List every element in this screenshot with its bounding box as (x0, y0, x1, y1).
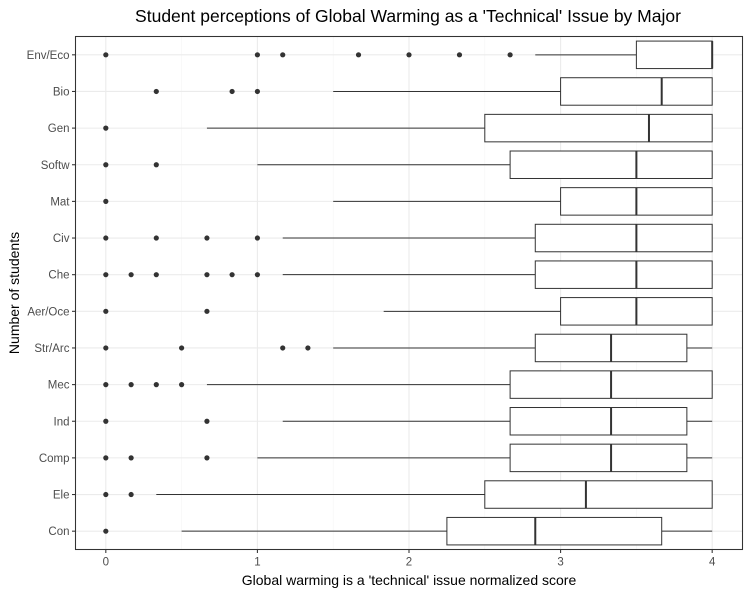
y-tick-label: Mec (48, 380, 70, 392)
outlier-point (507, 52, 513, 58)
iqr-box (509, 443, 688, 473)
boxplot-bio (153, 77, 713, 106)
grid (75, 36, 743, 550)
outlier-point (153, 382, 159, 388)
boxplot-con (103, 516, 713, 546)
iqr-box (484, 480, 713, 509)
boxplot-str-arc (103, 333, 713, 363)
outlier-point (128, 272, 134, 278)
outlier-point (153, 162, 159, 168)
outlier-point (254, 88, 261, 95)
boxplot-che (103, 260, 713, 289)
iqr-box (484, 113, 713, 143)
boxplot-ind (103, 407, 713, 436)
outlier-point (280, 52, 286, 58)
outlier-point (280, 345, 286, 351)
outlier-point (103, 382, 109, 388)
boxplot-softw (103, 150, 713, 179)
outlier-point (103, 125, 109, 131)
boxplot-mec (103, 370, 713, 399)
y-tick-label: Env/Eco (27, 50, 70, 62)
outlier-point (128, 382, 134, 388)
boxplot-aer-oce (103, 297, 713, 326)
outlier-point (153, 88, 159, 95)
y-axis-title: Number of students (6, 232, 22, 354)
outlier-point (229, 272, 235, 278)
boxplot-ele (103, 480, 713, 509)
y-tick-label: Gen (48, 123, 70, 135)
y-tick-label: Str/Arc (34, 343, 69, 355)
iqr-box (534, 223, 713, 253)
y-tick-label: Civ (53, 233, 70, 245)
boxes (103, 40, 714, 546)
outlier-point (103, 528, 109, 534)
outlier-point (179, 382, 185, 388)
iqr-box (446, 516, 663, 546)
outlier-point (103, 418, 109, 424)
outlier-point (128, 491, 134, 498)
outlier-point (179, 345, 185, 351)
outlier-point (254, 235, 261, 241)
boxplot-civ (103, 223, 713, 253)
outlier-point (355, 52, 362, 58)
outlier-point (204, 455, 210, 461)
outlier-point (103, 235, 109, 241)
outlier-point (103, 455, 109, 461)
y-tick-label: Comp (39, 453, 70, 465)
x-axis-title: Global warming is a 'technical' issue no… (242, 572, 577, 588)
boxplot-env-eco (103, 40, 714, 70)
iqr-box (560, 77, 713, 106)
outlier-point (305, 345, 311, 351)
chart-title: Student perceptions of Global Warming as… (135, 6, 681, 26)
outlier-point (456, 52, 463, 58)
x-tick-label: 0 (103, 557, 109, 569)
outlier-point (103, 308, 109, 314)
y-tick-label: Bio (53, 86, 70, 98)
outlier-point (204, 418, 210, 424)
iqr-box (534, 260, 713, 289)
y-tick-label: Con (48, 526, 69, 538)
y-tick-label: Mat (50, 196, 70, 208)
y-tick-label: Aer/Oce (27, 306, 69, 318)
outlier-point (103, 52, 109, 58)
boxplot-mat (103, 187, 713, 216)
outlier-point (103, 345, 109, 351)
y-tick-label: Che (48, 270, 69, 282)
y-tick-label: Ind (54, 416, 70, 428)
boxplot-comp (103, 443, 713, 473)
x-tick-label: 2 (406, 557, 412, 569)
iqr-box (635, 40, 713, 70)
outlier-point (204, 235, 210, 241)
y-tick-label: Ele (53, 490, 70, 502)
outlier-point (153, 272, 159, 278)
outlier-point (406, 52, 412, 58)
y-axis: Con Ele Comp Ind Mec Str/Arc Aer/Oce Che Civ Mat S… (27, 50, 76, 538)
iqr-box (509, 150, 713, 179)
outlier-point (103, 198, 109, 204)
x-tick-label: 3 (557, 557, 563, 569)
boxplot-gen (103, 113, 713, 143)
outlier-point (153, 235, 159, 241)
outlier-point (204, 272, 210, 278)
outlier-point (103, 491, 109, 498)
outlier-point (103, 272, 109, 278)
x-tick-label: 1 (254, 557, 260, 569)
iqr-box (509, 407, 688, 436)
outlier-point (254, 52, 261, 58)
x-axis: 0 1 2 3 4 (103, 549, 716, 569)
outlier-point (204, 308, 210, 314)
outlier-point (254, 272, 261, 278)
outlier-point (103, 162, 109, 168)
outlier-point (128, 455, 134, 461)
y-tick-label: Softw (41, 160, 70, 172)
outlier-point (229, 88, 235, 95)
x-tick-label: 4 (709, 557, 716, 569)
